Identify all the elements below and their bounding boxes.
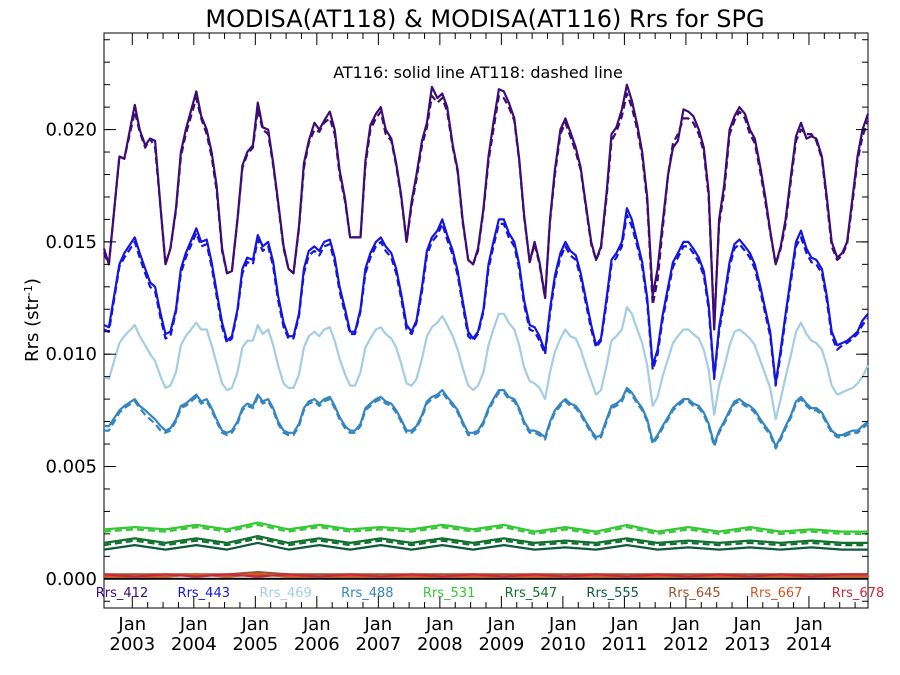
y-tick-label: 0.005 [45,456,97,477]
x-tick-label-month: Jan [179,614,208,635]
series-line-dashed-rrs-531 [103,523,868,535]
legend-entry-rrs-443: Rrs_443 [178,586,230,601]
x-tick-label-year: 2011 [601,634,647,655]
y-tick-label: 0.015 [45,232,97,253]
x-tick-label-year: 2003 [109,634,155,655]
chart-title: MODISA(AT118) & MODISA(AT116) Rrs for SP… [205,5,764,33]
x-tick-label-year: 2008 [417,634,463,655]
x-tick-label-year: 2004 [171,634,217,655]
legend-entry-rrs-667: Rrs_667 [750,586,802,601]
x-tick-label-year: 2009 [478,634,524,655]
legend-entry-rrs-469: Rrs_469 [259,586,311,601]
legend-entry-rrs-555: Rrs_555 [586,586,638,601]
legend-entry-rrs-678: Rrs_678 [832,586,884,601]
x-tick-label-month: Jan [610,614,639,635]
legend-entry-rrs-547: Rrs_547 [505,586,557,601]
x-tick-label-year: 2010 [540,634,586,655]
series-line-solid-rrs-555 [103,541,868,551]
series-line-solid-rrs-531 [103,521,868,533]
y-tick-label: 0.000 [45,569,97,590]
x-tick-label-month: Jan [671,614,700,635]
series-line-dashed-rrs-412 [102,92,870,327]
legend-entry-rrs-412: Rrs_412 [96,586,148,601]
legend-entry-rrs-488: Rrs_488 [341,586,393,601]
x-tick-label-month: Jan [240,614,269,635]
x-tick-label-year: 2012 [663,634,709,655]
y-axis-label-main: Rrs (str [22,295,43,361]
series-line-solid-rrs-678 [103,573,868,578]
x-tick-label-year: 2005 [232,634,278,655]
x-tick-label-year: 2013 [725,634,771,655]
axis-layer: 0.0000.0050.0100.0150.020Jan2003Jan2004J… [45,33,868,655]
series-line-dashed-rrs-488 [104,389,869,450]
series-line-dashed-rrs-443 [103,213,869,387]
y-axis-label-end: ) [22,278,43,285]
series-line-solid-rrs-412 [102,83,870,331]
line-style-annotation: AT116: solid line AT118: dashed line [333,63,623,82]
x-tick-label-month: Jan [363,614,392,635]
series-line-solid-rrs-488 [104,386,869,448]
y-tick-label: 0.010 [45,344,97,365]
x-tick-label-year: 2007 [355,634,401,655]
y-axis-label: Rrs (str-1) [22,278,44,362]
series-line-solid-rrs-547 [103,535,868,544]
series-line-solid-rrs-469 [103,305,869,421]
series-layer [102,83,870,578]
x-tick-label-month: Jan [794,614,823,635]
x-tick-label-month: Jan [117,614,146,635]
series-line-dashed-rrs-547 [103,537,868,547]
x-tick-label-month: Jan [425,614,454,635]
x-tick-label-year: 2006 [294,634,340,655]
legend-entry-rrs-645: Rrs_645 [668,586,720,601]
y-axis-label-superscript: -1 [22,285,35,296]
legend-entry-rrs-531: Rrs_531 [423,586,475,601]
legend: Rrs_412 Rrs_443 Rrs_469 Rrs_488 Rrs_531 Rrs_5… [96,586,884,601]
x-tick-label-year: 2014 [786,634,832,655]
x-tick-label-month: Jan [733,614,762,635]
x-tick-label-month: Jan [302,614,331,635]
x-tick-label-month: Jan [487,614,516,635]
plot-frame [103,32,869,609]
x-tick-label-month: Jan [548,614,577,635]
y-tick-label: 0.020 [45,120,97,141]
